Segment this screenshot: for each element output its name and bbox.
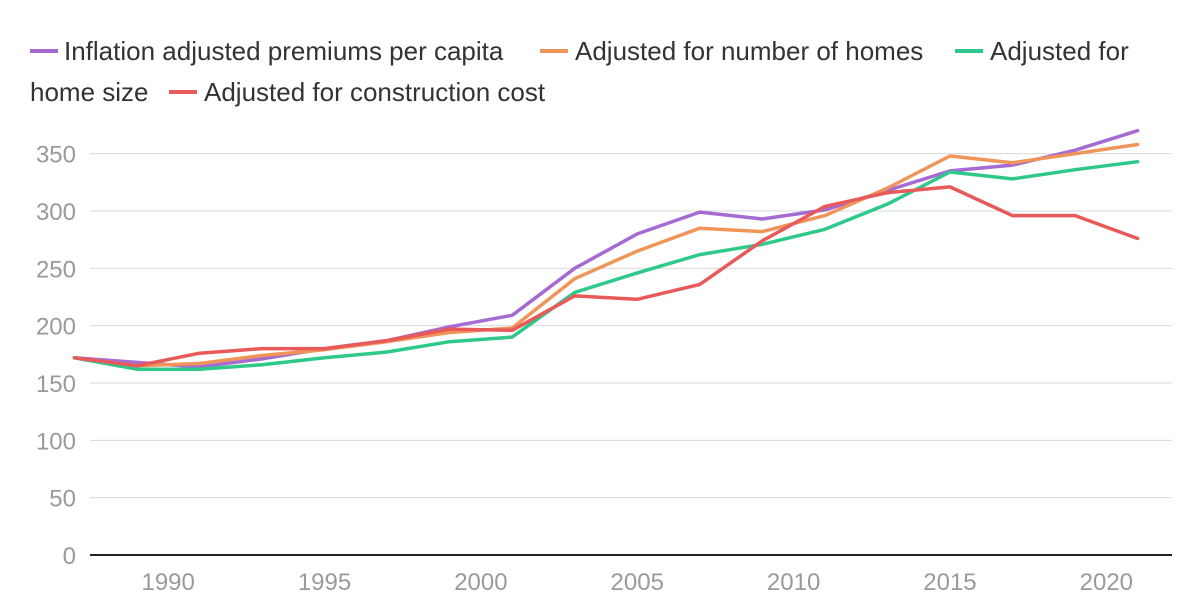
legend-entry-home-size: Adjusted for home size <box>30 36 1136 107</box>
legend-label-home-size-line2: home size <box>30 77 149 107</box>
y-tick-label-100: 100 <box>36 428 76 455</box>
y-axis-ticks: 0 50 100 150 200 250 300 350 <box>36 142 76 570</box>
series-line-0 <box>72 128 1140 369</box>
y-tick-label-50: 50 <box>49 486 76 513</box>
y-tick-label-150: 150 <box>36 371 76 398</box>
series-line-3 <box>72 185 1140 368</box>
x-tick-label-2015: 2015 <box>923 569 976 596</box>
y-tick-label-250: 250 <box>36 256 76 283</box>
legend-entry-number-of-homes: Adjusted for number of homes <box>540 36 923 66</box>
x-tick-label-2005: 2005 <box>611 569 664 596</box>
legend-entry-inflation-adjusted: Inflation adjusted premiums per capita <box>30 36 504 66</box>
grid-lines <box>90 153 1172 499</box>
legend-entry-construction-cost: Adjusted for construction cost <box>169 77 546 107</box>
y-tick-label-200: 200 <box>36 314 76 341</box>
x-tick-label-2000: 2000 <box>454 569 507 596</box>
legend-label-construction-cost: Adjusted for construction cost <box>204 77 546 107</box>
x-tick-label-1995: 1995 <box>298 569 351 596</box>
x-axis-ticks: 1990 1995 2000 2005 2010 2015 2020 <box>141 569 1133 596</box>
x-tick-label-2020: 2020 <box>1080 569 1133 596</box>
legend-label-number-of-homes: Adjusted for number of homes <box>575 36 923 66</box>
y-tick-label-350: 350 <box>36 142 76 169</box>
y-tick-label-0: 0 <box>63 543 76 570</box>
x-tick-label-1990: 1990 <box>141 569 194 596</box>
legend-label-home-size-line1: Adjusted for <box>990 36 1129 66</box>
legend: Inflation adjusted premiums per capita A… <box>30 36 1136 107</box>
series-lines <box>72 128 1140 371</box>
series-line-2 <box>72 159 1140 371</box>
legend-label-home-size: Adjusted for home size <box>30 36 1136 107</box>
series-line-1 <box>72 142 1140 368</box>
x-tick-label-2010: 2010 <box>767 569 820 596</box>
y-tick-label-300: 300 <box>36 199 76 226</box>
legend-label-inflation-adjusted: Inflation adjusted premiums per capita <box>64 36 504 66</box>
